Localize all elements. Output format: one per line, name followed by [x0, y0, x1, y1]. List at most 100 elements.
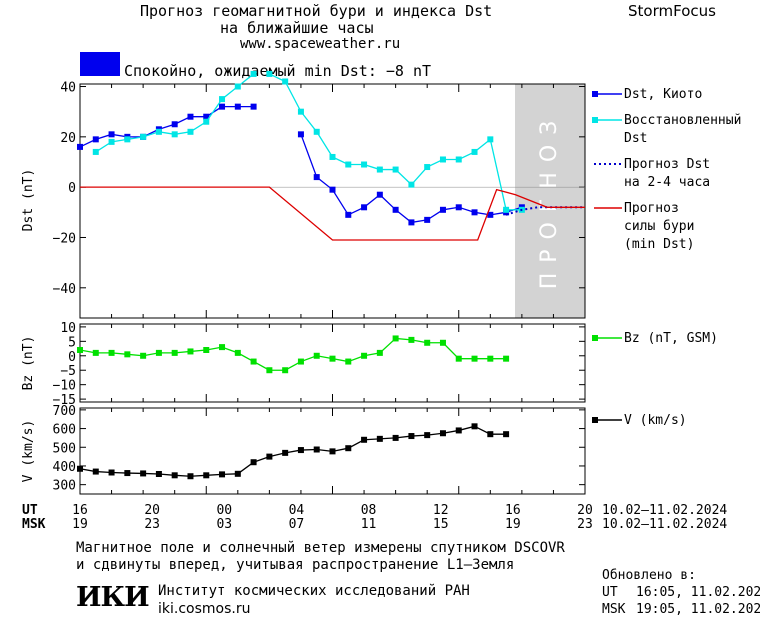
- series-0-1-b-line: [269, 73, 522, 211]
- panel-frame-1: [79, 323, 586, 403]
- ut-tick-label: 16: [505, 503, 521, 518]
- series-0-0-b-point: [361, 204, 368, 211]
- series-0-0-b-point: [471, 209, 478, 216]
- series-2-0-point: [329, 448, 336, 455]
- series-2-0-point: [140, 470, 147, 477]
- legend-restored-symbol-marker: [592, 117, 598, 123]
- ut-date-range: 10.02–11.02.2024: [602, 503, 728, 518]
- series-2-0-point: [282, 449, 289, 456]
- series-2-0-point: [297, 447, 304, 454]
- y-axis-label-0: Dst (nT): [21, 169, 36, 232]
- ut-tick-label: 04: [289, 503, 305, 518]
- y-tick-label: 700: [53, 404, 76, 419]
- series-1-0-point: [124, 351, 131, 358]
- site-url[interactable]: www.spaceweather.ru: [240, 36, 401, 52]
- series-0-1-b-point: [282, 78, 289, 85]
- msk-tick-label: 19: [505, 517, 521, 532]
- series-0-0-point: [92, 136, 99, 143]
- series-0-0-b-point: [313, 174, 320, 181]
- series-2-0-point: [219, 471, 226, 478]
- series-0-1-b-point: [361, 161, 368, 168]
- series-2-0-point: [250, 459, 257, 466]
- footer-note-line2: и сдвинуты вперед, учитывая распростране…: [76, 557, 515, 573]
- y-tick-label: 10: [60, 321, 76, 336]
- series-1-0-point: [155, 349, 162, 356]
- panel-frame-0: [79, 83, 586, 319]
- series-0-0-point: [187, 113, 194, 120]
- series-2-0-point: [155, 470, 162, 477]
- series-1-0-point: [392, 335, 399, 342]
- y-axis-label-2: V (km/s): [21, 420, 36, 483]
- series-2-0-point: [487, 431, 494, 438]
- series-0-1-b-point: [297, 108, 304, 115]
- series-2-0-line: [79, 425, 507, 477]
- series-0-1-b-point: [266, 70, 273, 77]
- y-tick-label: 500: [53, 441, 76, 456]
- series-2-0-point: [92, 468, 99, 475]
- iki-logo[interactable]: ИКИ: [76, 582, 150, 618]
- series-0-0-point: [250, 103, 257, 110]
- status-text: Спокойно, ожидаемый min Dst: −8 nT: [124, 62, 432, 80]
- series-0-1-b-point: [313, 128, 320, 135]
- series-2-0-point: [471, 423, 478, 430]
- series-0-1-point: [250, 70, 257, 77]
- y-tick-label: 40: [60, 81, 76, 96]
- series-0-0-line: [79, 105, 254, 148]
- series-1-0-point: [77, 347, 83, 353]
- ut-axis-label: UT: [22, 503, 38, 518]
- legend-restored-2: Dst: [624, 131, 648, 146]
- updated-msk-label: MSK: [602, 602, 626, 617]
- series-2-0-point: [361, 436, 368, 443]
- series-1-0-line: [79, 337, 507, 371]
- series-0-1-b-point: [329, 153, 336, 160]
- chart-title-line1: Прогноз геомагнитной бури и индекса Dst: [140, 2, 493, 20]
- forecast-shaded-region: [515, 84, 585, 318]
- series-1-0-point: [313, 352, 320, 359]
- legend-dst-kyoto: Dst, Киото: [624, 87, 703, 102]
- series-0-0-b-point: [487, 211, 494, 218]
- y-tick-label: 20: [60, 131, 76, 146]
- ut-tick-label: 20: [144, 503, 160, 518]
- ut-tick-label: 16: [72, 503, 88, 518]
- series-1-0-point: [234, 349, 241, 356]
- y-tick-label: 5: [68, 335, 76, 350]
- series-0-0-point: [234, 103, 241, 110]
- series-2-0-point: [171, 472, 178, 479]
- msk-tick-label: 23: [144, 517, 160, 532]
- series-0-0-point: [108, 131, 115, 138]
- ut-tick-label: 20: [577, 503, 593, 518]
- series-2-0-point: [408, 433, 415, 440]
- chart-title-line2: на ближайшие часы: [220, 19, 374, 37]
- updated-ut-label: UT: [602, 585, 618, 600]
- series-0-0-point: [171, 121, 178, 128]
- legend-v-symbol-marker: [592, 417, 598, 423]
- series-1-0-point: [282, 367, 289, 374]
- updated-msk: 19:05, 11.02.2024: [636, 602, 760, 617]
- ut-tick-label: 00: [216, 503, 232, 518]
- series-0-1-point: [187, 128, 194, 135]
- series-0-0-point: [77, 143, 83, 150]
- series-2-0-point: [187, 473, 194, 480]
- msk-date-range: 10.02–11.02.2024: [602, 517, 728, 532]
- series-0-1-b-point: [503, 206, 510, 213]
- institute-url[interactable]: iki.cosmos.ru: [158, 601, 251, 617]
- msk-tick-label: 11: [361, 517, 377, 532]
- y-tick-label: 600: [53, 423, 76, 438]
- series-1-0-point: [439, 339, 446, 346]
- footer-note-line1: Магнитное поле и солнечный ветер измерен…: [76, 540, 565, 556]
- series-1-0-point: [140, 352, 147, 359]
- series-2-0-point: [503, 431, 510, 438]
- series-2-0-point: [266, 453, 273, 460]
- series-1-0-point: [424, 339, 431, 346]
- series-1-0-point: [376, 349, 383, 356]
- msk-tick-label: 15: [433, 517, 449, 532]
- series-0-1-point: [219, 96, 226, 103]
- series-1-0-point: [361, 352, 368, 359]
- series-2-0-point: [424, 432, 431, 439]
- y-tick-label: −40: [53, 282, 76, 297]
- series-0-3-line: [80, 186, 585, 241]
- series-2-0-point: [392, 434, 399, 441]
- series-1-0-point: [219, 344, 226, 351]
- legend-restored-1: Восстановленный: [624, 113, 742, 128]
